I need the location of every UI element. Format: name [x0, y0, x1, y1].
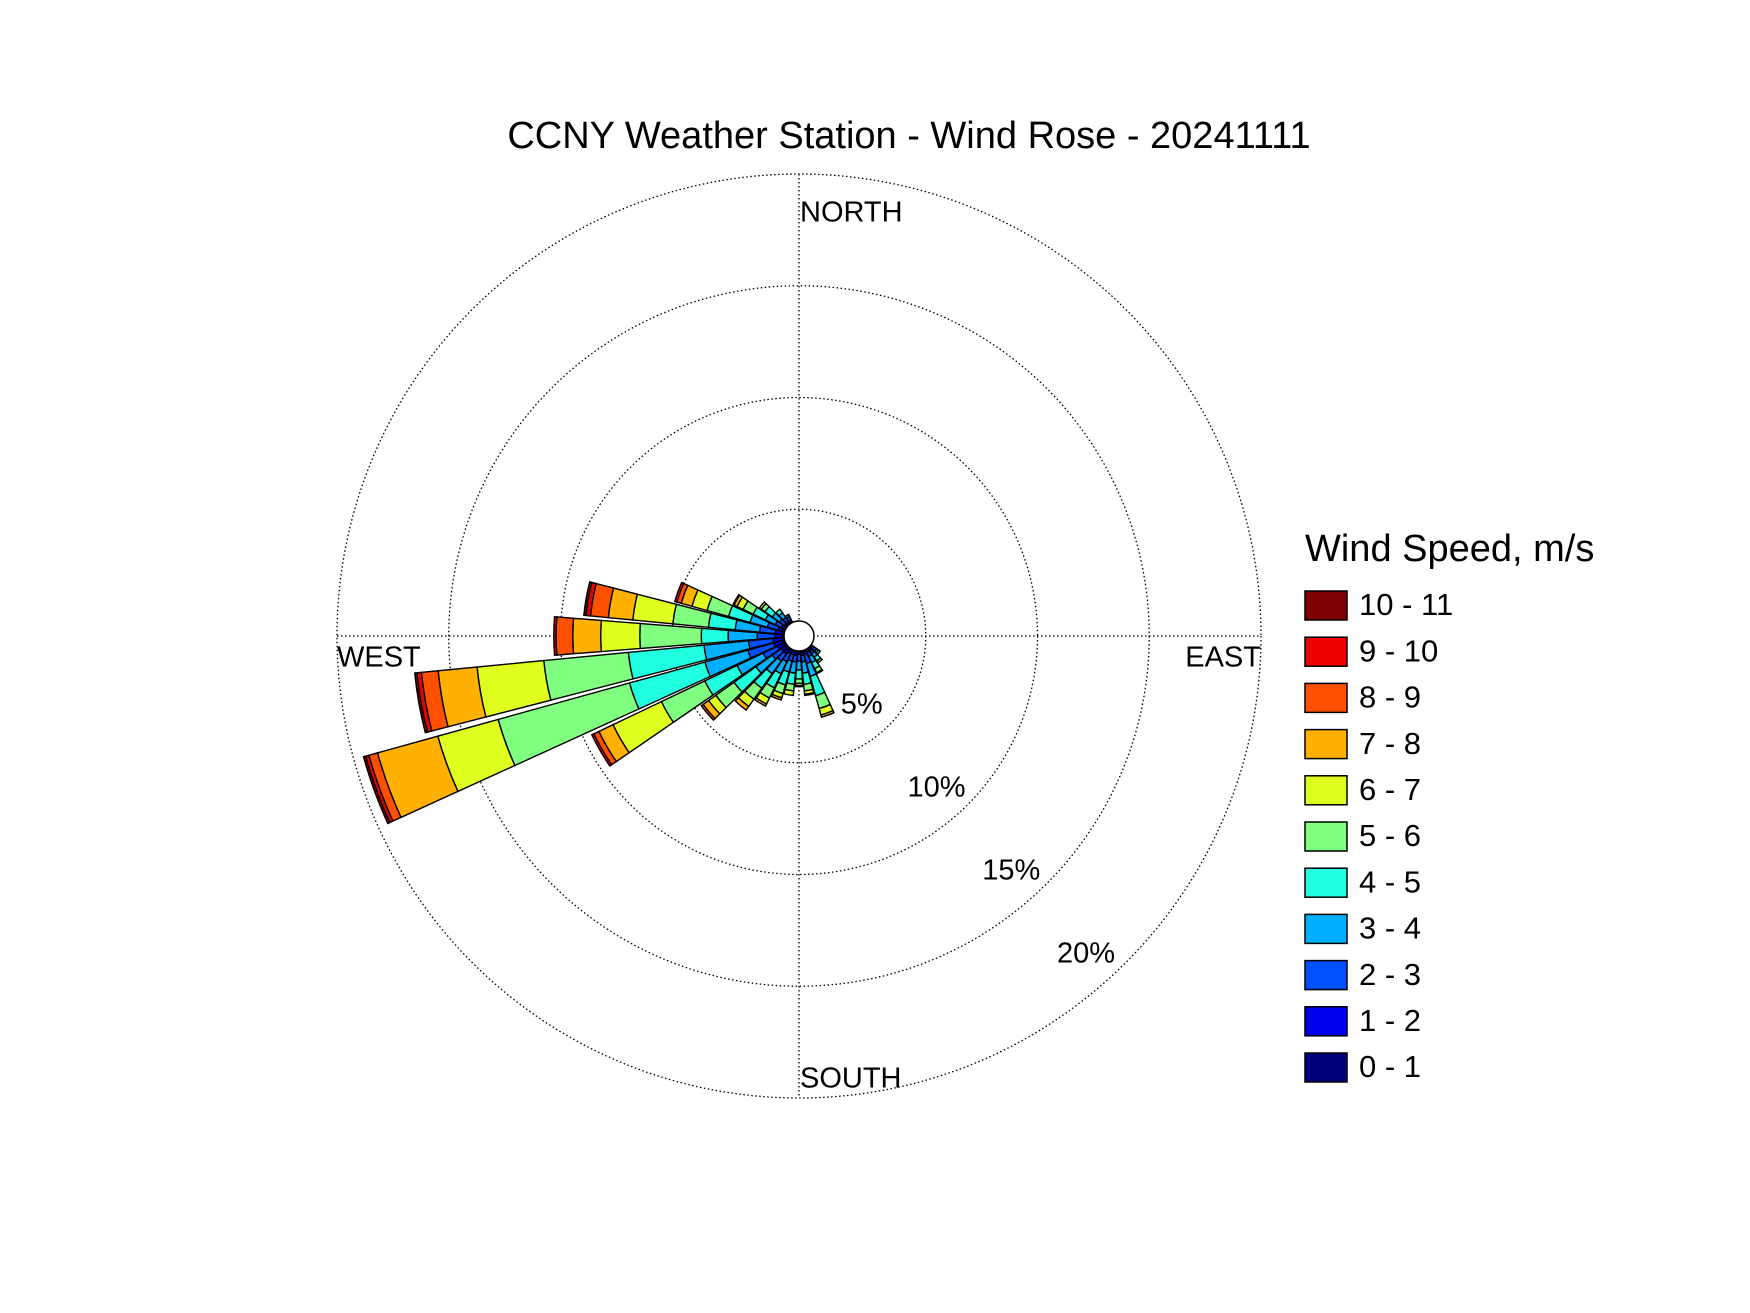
bar-segment — [794, 684, 804, 688]
legend-label: 9 - 10 — [1359, 633, 1438, 668]
bar-segment — [583, 581, 593, 617]
legend-title: Wind Speed, m/s — [1305, 528, 1594, 570]
r-tick-label: 20% — [1057, 937, 1115, 969]
bar-segment — [734, 696, 750, 712]
legend-swatch — [1304, 1006, 1348, 1037]
bar-segment — [758, 600, 767, 611]
bar-segment — [783, 688, 795, 697]
bar-segment — [553, 616, 558, 656]
legend-swatch — [1304, 821, 1348, 852]
bar-segment — [414, 672, 429, 734]
bar-segment — [673, 581, 685, 603]
direction-label: WEST — [337, 642, 421, 674]
bar-segment — [732, 593, 741, 606]
bar-segment — [600, 619, 642, 653]
bar-segment — [820, 709, 835, 719]
bars — [362, 581, 835, 825]
legend-label: 3 - 4 — [1359, 911, 1421, 946]
bar-segment — [803, 691, 815, 697]
legend-swatch — [1304, 959, 1348, 991]
r-tick-label: 15% — [982, 854, 1040, 886]
grid-ring — [671, 508, 927, 764]
legend-label: 4 - 5 — [1359, 864, 1421, 899]
bar-segment — [700, 627, 730, 645]
legend-swatch — [1304, 867, 1348, 898]
bar-segment — [754, 697, 768, 707]
legend-swatch — [1304, 775, 1348, 806]
legend-label: 6 - 7 — [1359, 772, 1421, 807]
bar-segment — [784, 613, 791, 620]
grid-ring — [336, 173, 1262, 1099]
legend-swatch — [1304, 913, 1348, 945]
grid-ring — [448, 285, 1150, 987]
legend-swatch — [1304, 728, 1348, 760]
legend-label: 10 - 11 — [1359, 587, 1453, 622]
direction-label: EAST — [1185, 642, 1261, 674]
legend-swatch — [1304, 682, 1348, 714]
bar-segment — [700, 703, 716, 722]
direction-label: NORTH — [800, 197, 903, 229]
legend-swatch — [1304, 1052, 1348, 1083]
center-hole — [783, 620, 815, 652]
legend-label: 7 - 8 — [1359, 726, 1421, 761]
r-tick-label: 5% — [841, 688, 883, 720]
bar-segment — [590, 732, 613, 767]
bar-segment — [770, 693, 783, 701]
bar-segment — [553, 616, 555, 656]
bar-segment — [815, 668, 824, 675]
legend-label: 2 - 3 — [1359, 957, 1421, 992]
chart-title: CCNY Weather Station - Wind Rose - 20241… — [507, 115, 1310, 157]
legend-swatch — [1304, 636, 1348, 667]
bar-segment — [794, 669, 804, 680]
legend-label: 5 - 6 — [1359, 818, 1421, 853]
bar-segment — [362, 755, 391, 825]
legend-swatch — [1304, 590, 1348, 621]
direction-label: SOUTH — [800, 1063, 902, 1095]
bar-segment — [555, 616, 575, 656]
bar-segment — [632, 593, 678, 625]
r-tick-label: 10% — [907, 771, 965, 803]
legend-label: 0 - 1 — [1359, 1049, 1421, 1084]
legend-label: 1 - 2 — [1359, 1003, 1421, 1038]
legend-label: 8 - 9 — [1359, 680, 1421, 715]
bar-segment — [774, 608, 784, 617]
bar-segment — [639, 622, 703, 650]
bar-segment — [572, 617, 603, 655]
